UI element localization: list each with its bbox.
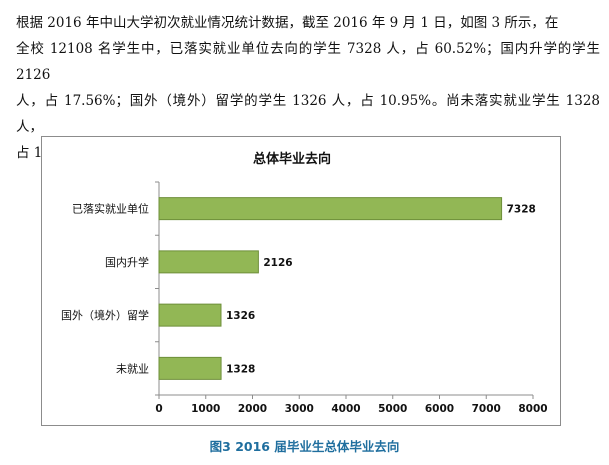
x-tick-label: 2000 (238, 403, 267, 415)
bar-chart: 总体毕业去向 0 1000 2000 3000 4000 5000 6000 7000 8000… (61, 151, 548, 415)
data-label: 1326 (226, 310, 255, 322)
x-tick-label: 7000 (472, 403, 501, 415)
category-label: 国外（境外）留学 (61, 308, 149, 322)
bar (158, 356, 222, 380)
data-label: 1328 (226, 363, 255, 375)
data-label: 7328 (507, 204, 536, 216)
plot-area: 0 1000 2000 3000 4000 5000 6000 7000 8000 已落实就业单位… (61, 181, 548, 415)
bar (158, 250, 259, 274)
intro-paragraph: 根据 2016 年中山大学初次就业情况统计数据，截至 2016 年 9 月 1 … (16, 10, 600, 166)
bar (158, 197, 503, 221)
chart-frame: 总体毕业去向 0 1000 2000 3000 4000 5000 6000 7000 8000… (41, 136, 561, 426)
paragraph-line-3: 人，占 17.56%；国外（境外）留学的学生 1326 人，占 10.95%。尚… (16, 93, 600, 135)
x-tick-label: 5000 (378, 403, 407, 415)
chart-title: 总体毕业去向 (253, 151, 331, 167)
x-tick-label: 3000 (285, 403, 314, 415)
category-label: 国内升学 (105, 255, 149, 269)
bar (158, 303, 222, 327)
x-tick-label: 0 (155, 403, 162, 415)
x-tick-label: 1000 (191, 403, 220, 415)
x-tick-label: 8000 (518, 403, 547, 415)
x-tick-label: 4000 (331, 403, 360, 415)
paragraph-line-1: 根据 2016 年中山大学初次就业情况统计数据，截至 2016 年 9 月 1 … (16, 15, 559, 31)
data-label: 2126 (263, 257, 292, 269)
paragraph-line-2: 全校 12108 名学生中，已落实就业单位去向的学生 7328 人，占 60.5… (16, 41, 600, 83)
figure-caption: 图3 2016 届毕业生总体毕业去向 (209, 439, 400, 454)
category-label: 未就业 (116, 361, 149, 375)
x-tick-label: 6000 (425, 403, 454, 415)
category-label: 已落实就业单位 (72, 202, 149, 216)
